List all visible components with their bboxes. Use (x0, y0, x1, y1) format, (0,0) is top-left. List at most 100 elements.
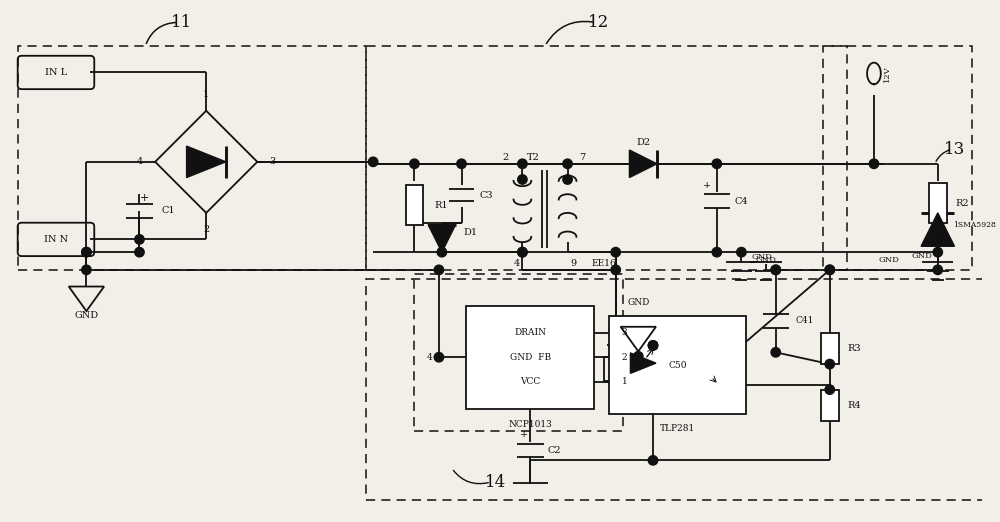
Bar (821, 389, 839, 421)
Text: 1: 1 (622, 377, 627, 386)
Text: DRAIN: DRAIN (514, 328, 546, 337)
Text: 4: 4 (137, 157, 143, 167)
Circle shape (648, 341, 658, 350)
Text: 3: 3 (269, 157, 275, 167)
Text: 1: 1 (203, 90, 209, 99)
Text: 2: 2 (502, 153, 509, 162)
Circle shape (518, 247, 527, 257)
Circle shape (434, 352, 444, 362)
Polygon shape (428, 224, 456, 252)
Circle shape (933, 247, 942, 257)
Circle shape (82, 265, 91, 275)
Circle shape (771, 348, 780, 357)
Text: 4: 4 (426, 353, 432, 362)
Bar (823, 46, 972, 270)
Circle shape (771, 265, 780, 275)
Circle shape (563, 159, 572, 169)
Polygon shape (629, 150, 657, 177)
Circle shape (611, 265, 620, 275)
Circle shape (825, 265, 834, 275)
Circle shape (368, 157, 378, 167)
Bar (366, 46, 847, 270)
Bar (414, 274, 623, 431)
Text: D1: D1 (463, 228, 478, 237)
Text: 1SMA5928: 1SMA5928 (953, 221, 996, 229)
Text: 2: 2 (622, 353, 627, 362)
Circle shape (933, 265, 942, 275)
Text: R2: R2 (955, 198, 969, 208)
Circle shape (712, 159, 722, 169)
Text: TLP281: TLP281 (660, 424, 695, 433)
Text: +: + (703, 181, 711, 190)
Text: 9: 9 (570, 259, 577, 268)
Text: R3: R3 (847, 344, 861, 353)
Bar (18, 46, 366, 270)
Bar (821, 333, 839, 364)
Circle shape (437, 247, 447, 257)
Circle shape (518, 159, 527, 169)
Polygon shape (187, 146, 226, 177)
Text: GND: GND (755, 256, 776, 264)
Bar (929, 183, 947, 223)
Text: +: + (140, 193, 149, 203)
Text: C50: C50 (669, 361, 687, 370)
Text: +: + (520, 430, 528, 440)
Text: 2: 2 (203, 224, 209, 234)
Circle shape (434, 265, 444, 275)
Text: GND: GND (74, 312, 98, 321)
Circle shape (563, 175, 572, 184)
Polygon shape (921, 213, 954, 246)
Circle shape (410, 159, 419, 169)
Circle shape (611, 247, 620, 257)
Text: R1: R1 (434, 200, 448, 209)
Text: 7: 7 (579, 153, 586, 162)
Text: D2: D2 (636, 138, 650, 147)
Circle shape (82, 247, 91, 257)
Circle shape (869, 159, 879, 169)
Text: 12V: 12V (883, 65, 891, 82)
Bar (406, 185, 423, 224)
Text: R4: R4 (847, 401, 861, 410)
Text: T2: T2 (527, 153, 540, 162)
Circle shape (737, 247, 746, 257)
Text: C3: C3 (479, 191, 493, 200)
Text: 3: 3 (622, 328, 627, 337)
Bar (609, 316, 746, 414)
Circle shape (82, 247, 91, 257)
Circle shape (135, 235, 144, 244)
Polygon shape (630, 353, 656, 373)
Text: 11: 11 (171, 14, 192, 31)
Text: C2: C2 (548, 446, 562, 455)
Circle shape (518, 247, 527, 257)
Circle shape (518, 175, 527, 184)
Text: IN L: IN L (45, 68, 67, 77)
Text: GND: GND (878, 256, 899, 264)
Bar (366, 279, 993, 500)
Text: C4: C4 (735, 197, 748, 206)
Text: 4: 4 (513, 259, 520, 268)
Text: 14: 14 (485, 474, 507, 491)
Circle shape (634, 351, 643, 361)
Circle shape (457, 159, 466, 169)
Circle shape (648, 341, 658, 350)
Text: 12: 12 (588, 14, 610, 31)
Circle shape (648, 456, 658, 465)
Text: GND  FB: GND FB (510, 353, 551, 362)
Circle shape (712, 247, 722, 257)
Circle shape (771, 265, 780, 275)
Circle shape (825, 265, 834, 275)
Text: VCC: VCC (520, 377, 540, 386)
Text: C41: C41 (795, 316, 814, 325)
Text: C1: C1 (161, 206, 175, 216)
Text: GND: GND (627, 298, 649, 307)
Circle shape (825, 385, 834, 394)
Circle shape (135, 247, 144, 257)
Text: NCP1013: NCP1013 (508, 421, 552, 430)
Text: EE16: EE16 (591, 259, 616, 268)
Text: GND: GND (751, 253, 772, 261)
Text: 13: 13 (944, 140, 965, 158)
Text: GND: GND (912, 252, 933, 260)
Circle shape (825, 359, 834, 369)
Bar (466, 306, 594, 409)
Text: IN N: IN N (44, 235, 68, 244)
